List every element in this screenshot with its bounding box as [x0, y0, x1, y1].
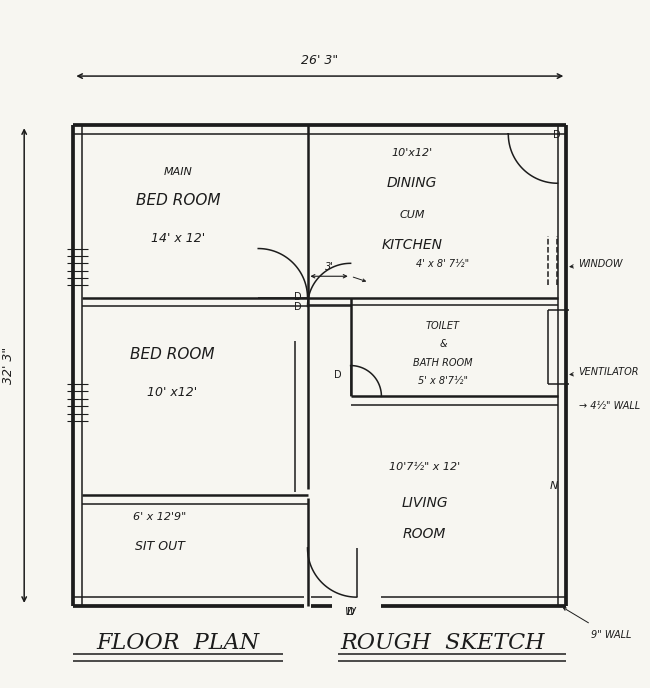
Text: DINING: DINING	[387, 176, 437, 190]
Text: WINDOW: WINDOW	[570, 259, 623, 269]
Text: → 4½" WALL: → 4½" WALL	[578, 400, 640, 411]
Text: D: D	[294, 302, 302, 312]
Text: 6' x 12'9": 6' x 12'9"	[133, 512, 187, 522]
Text: LIVING: LIVING	[401, 496, 448, 510]
Text: TOILET: TOILET	[426, 321, 460, 331]
Text: 9" WALL: 9" WALL	[591, 630, 631, 641]
Text: MAIN: MAIN	[164, 166, 192, 177]
Text: &: &	[439, 339, 447, 349]
Text: FLOOR  PLAN: FLOOR PLAN	[97, 632, 260, 654]
Text: 5' x 8'7½": 5' x 8'7½"	[418, 376, 468, 386]
Text: BED ROOM: BED ROOM	[136, 193, 220, 208]
Text: 4' x 8' 7½": 4' x 8' 7½"	[417, 259, 469, 269]
Text: CUM: CUM	[400, 210, 425, 219]
Text: SIT OUT: SIT OUT	[135, 540, 185, 553]
Text: D: D	[553, 129, 561, 140]
Text: BED ROOM: BED ROOM	[130, 347, 214, 363]
Text: 14' x 12': 14' x 12'	[151, 233, 205, 246]
Text: 10'x12': 10'x12'	[392, 148, 433, 158]
Text: 32' 3": 32' 3"	[2, 347, 15, 384]
Text: N: N	[550, 481, 558, 491]
Text: ROUGH  SKETCH: ROUGH SKETCH	[341, 632, 545, 654]
Text: D: D	[294, 292, 302, 302]
Text: 10'7½" x 12': 10'7½" x 12'	[389, 462, 460, 472]
Text: W: W	[345, 607, 356, 617]
Text: 3': 3'	[324, 262, 333, 272]
Text: VENTILATOR: VENTILATOR	[570, 367, 639, 377]
Text: BATH ROOM: BATH ROOM	[413, 358, 473, 367]
Text: D: D	[347, 607, 354, 617]
Text: KITCHEN: KITCHEN	[382, 237, 443, 252]
Text: ROOM: ROOM	[403, 527, 446, 541]
Text: 26' 3": 26' 3"	[301, 54, 339, 67]
Text: 10' x12': 10' x12'	[147, 387, 197, 399]
Text: D: D	[335, 370, 342, 380]
